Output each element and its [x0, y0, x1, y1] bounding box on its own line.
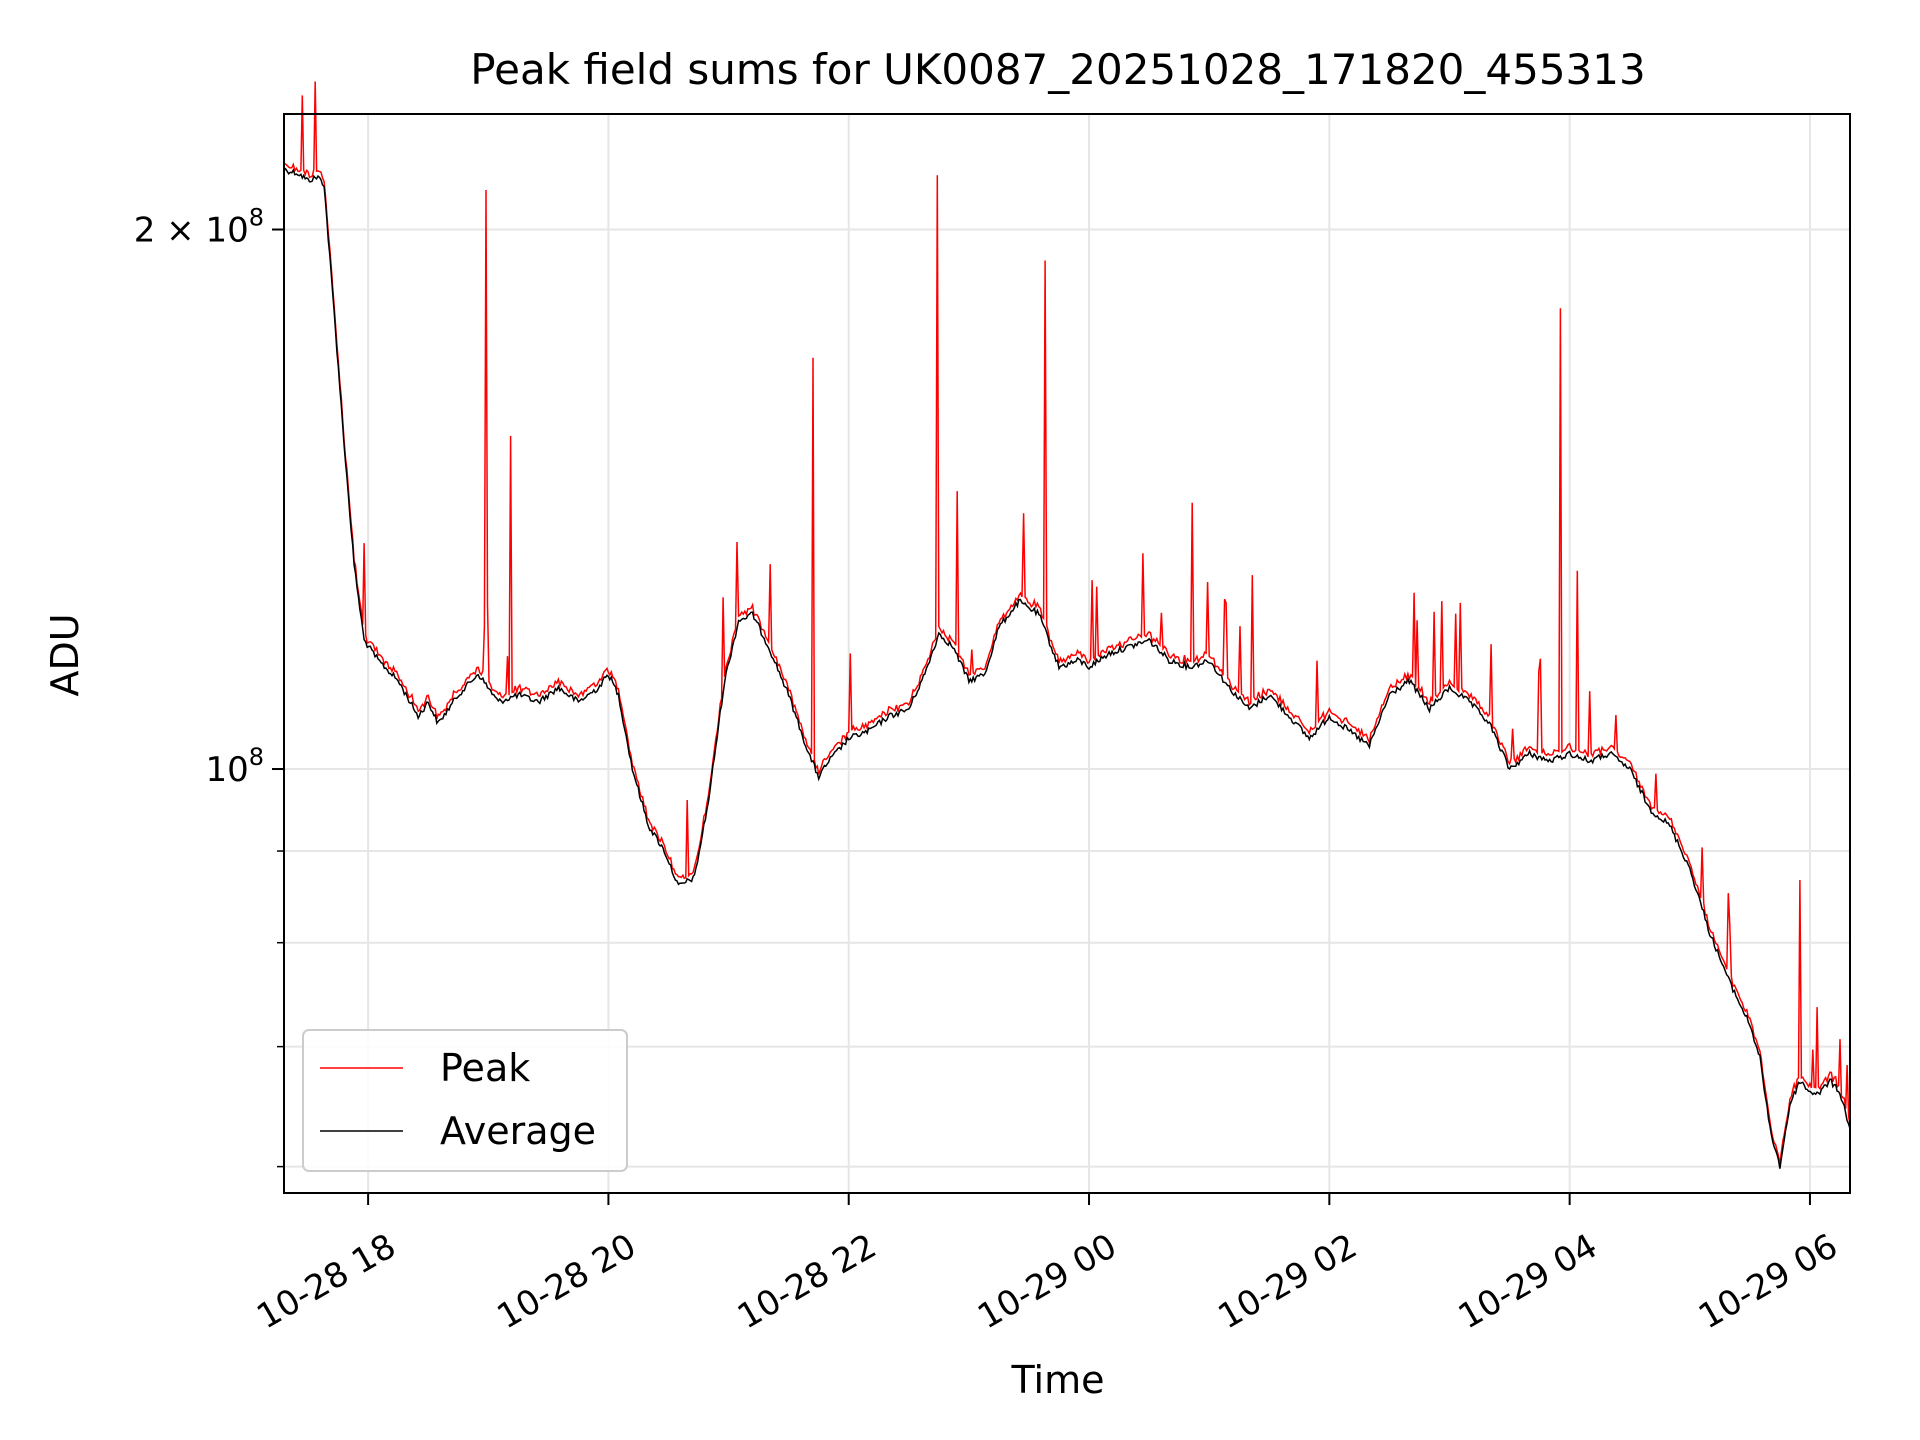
- y-axis-label: ADU: [43, 613, 87, 696]
- series-average-line: [283, 167, 1851, 1169]
- x-tick-label: 10-28 18: [250, 1226, 402, 1337]
- y-axis: 108 2 × 108: [134, 204, 284, 1168]
- plot-frame: [283, 113, 1851, 1194]
- x-tick-label: 10-28 20: [491, 1226, 643, 1337]
- legend-label-average: Average: [440, 1109, 596, 1153]
- x-axis: 10-28 18 10-28 20 10-28 22 10-29 00 10-29 02…: [250, 1193, 1844, 1337]
- x-axis-label: Time: [1011, 1358, 1105, 1402]
- legend-label-peak: Peak: [440, 1046, 530, 1090]
- legend: Peak Average: [302, 1029, 628, 1172]
- legend-box: [302, 1029, 628, 1172]
- y-tick-label: 108: [205, 743, 264, 790]
- series-layer: [283, 81, 1851, 1169]
- x-tick-label: 10-29 00: [971, 1226, 1123, 1337]
- chart-title: Peak field sums for UK0087_20251028_1718…: [470, 45, 1645, 94]
- x-tick-label: 10-29 02: [1211, 1226, 1363, 1337]
- y-tick-label: 2 × 108: [134, 204, 264, 251]
- x-tick-label: 10-28 22: [731, 1226, 883, 1337]
- x-tick-label: 10-29 06: [1692, 1226, 1844, 1337]
- series-peak-line: [283, 81, 1851, 1165]
- x-tick-label: 10-29 04: [1452, 1226, 1604, 1337]
